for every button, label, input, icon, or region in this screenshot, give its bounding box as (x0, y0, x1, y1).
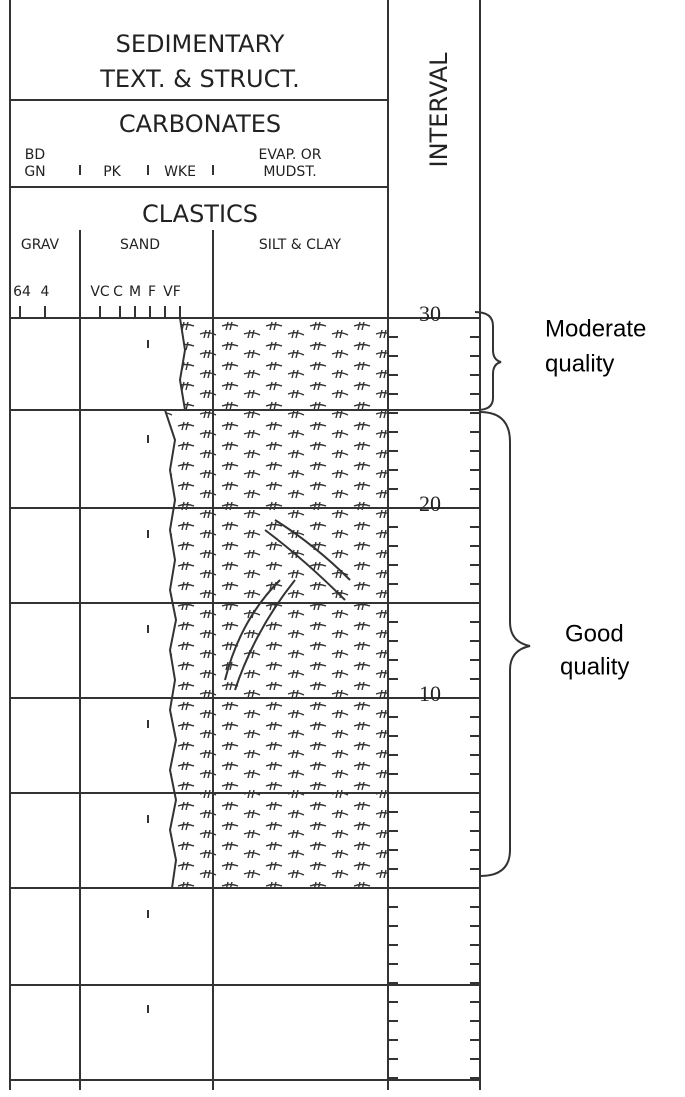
annotation: quality (545, 350, 614, 377)
grain-sizes: 64 4 VC C M F VF (13, 284, 181, 300)
interval-ticks (147, 317, 480, 1079)
column-label: WKE (164, 164, 196, 180)
section-title: CLASTICS (142, 200, 258, 228)
title: TEXT. & STRUCT. (99, 65, 300, 93)
grain-size: 4 (41, 284, 50, 300)
interval-label: 30 (419, 301, 441, 326)
grain-size: C (113, 284, 123, 300)
grain-size: VC (90, 284, 110, 300)
column-label: GN (24, 164, 45, 180)
column-label: GRAV (21, 237, 60, 253)
grain-size: M (129, 284, 141, 300)
moderate-bracket (474, 311, 502, 411)
grain-size: 64 (13, 284, 31, 300)
column-label: SILT & CLAY (259, 237, 342, 253)
interval-label: 10 (419, 681, 441, 706)
tick-marks (388, 317, 480, 1079)
annotation: Good (565, 620, 624, 647)
good-bracket (479, 411, 531, 877)
interval-title: INTERVAL (425, 52, 453, 168)
annotation: Moderate (545, 315, 646, 342)
column-label: SAND (120, 237, 160, 253)
grain-size: F (148, 284, 156, 300)
pebble-lens (224, 519, 351, 691)
title: SEDIMENTARY (116, 30, 285, 58)
column-label: MUDST. (263, 164, 316, 180)
annotation: quality (560, 653, 629, 680)
column-label: EVAP. OR (258, 147, 321, 163)
lithology (163, 317, 389, 889)
grain-size: VF (163, 284, 181, 300)
column-label: BD (25, 147, 45, 163)
section-title: CARBONATES (119, 110, 281, 138)
column-label: PK (103, 164, 121, 180)
interval-label: 20 (419, 491, 441, 516)
